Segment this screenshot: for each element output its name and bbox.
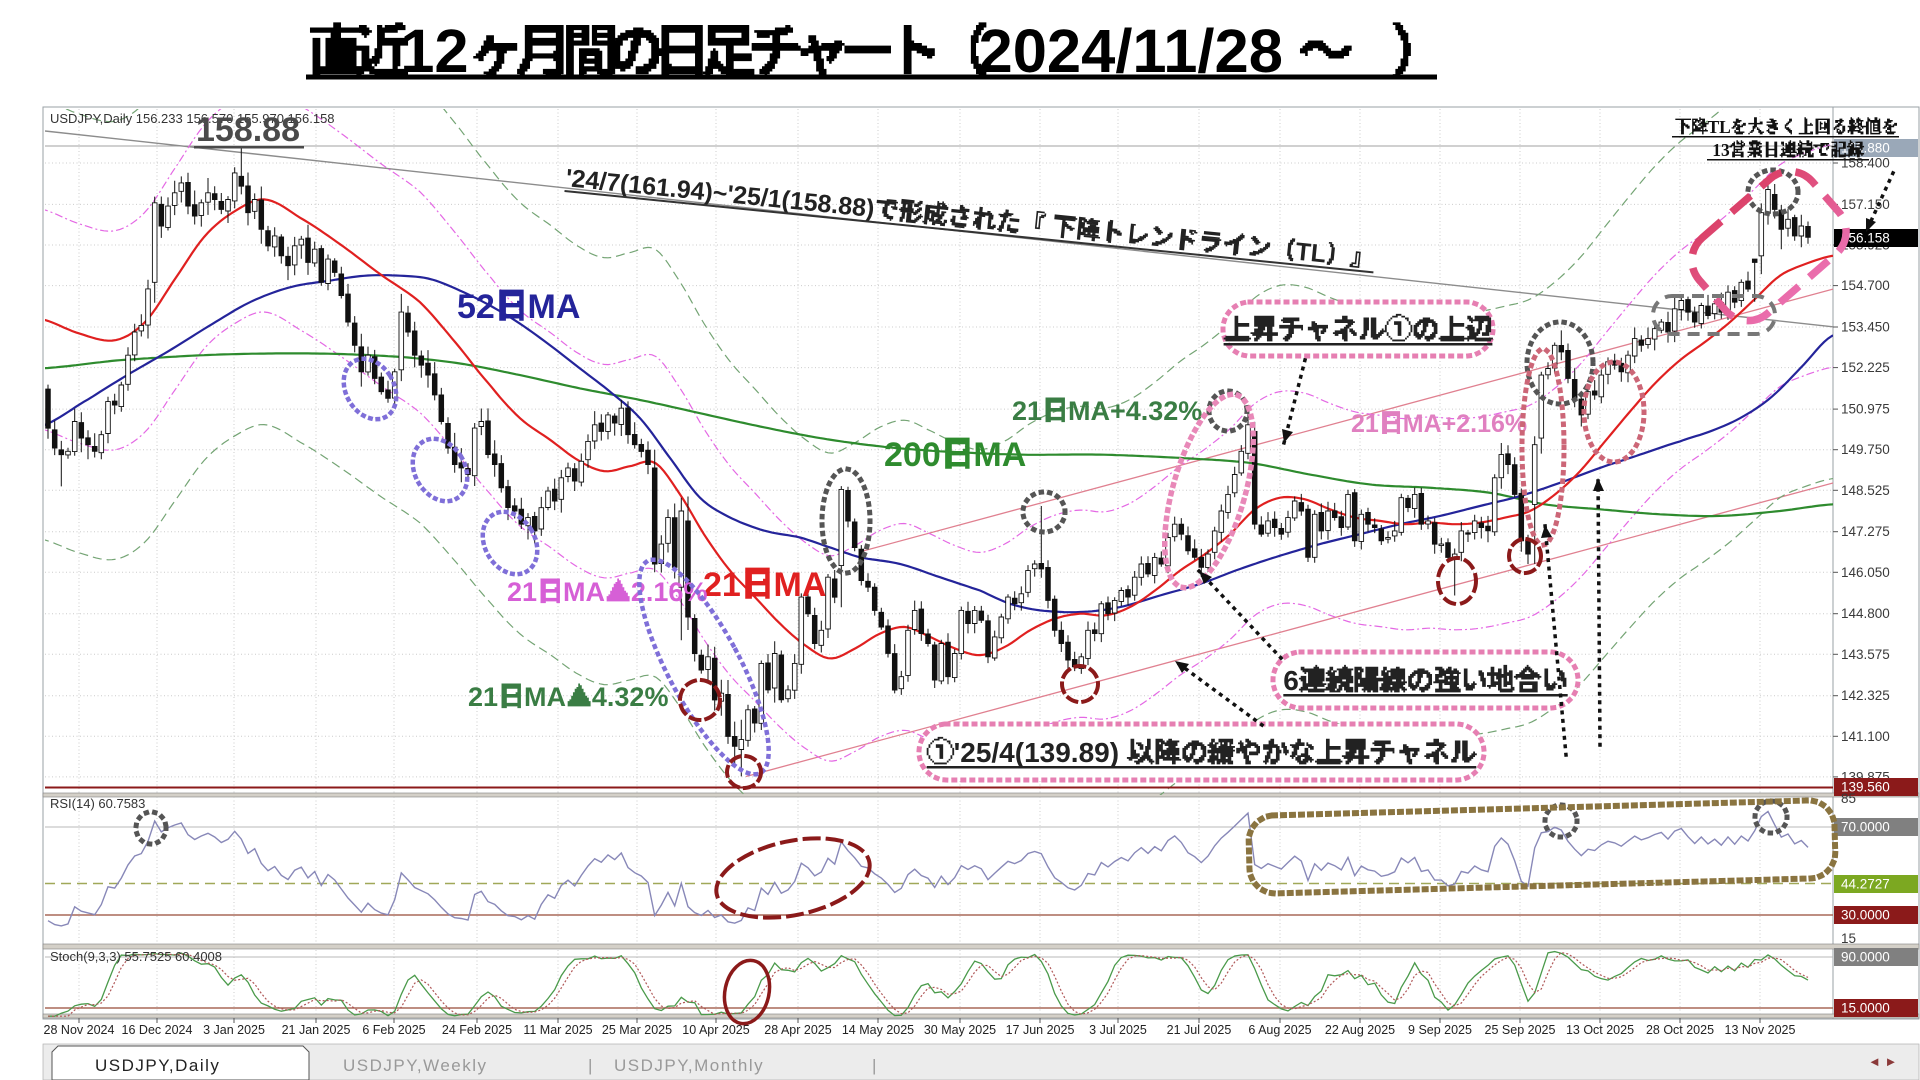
svg-text:200: 200 [884,436,941,474]
svg-text:149.750: 149.750 [1841,442,1890,457]
svg-text:52: 52 [457,288,495,326]
svg-text:17 Jun 2025: 17 Jun 2025 [1006,1023,1075,1037]
svg-text:22 Aug 2025: 22 Aug 2025 [1325,1023,1395,1037]
svg-text:146.050: 146.050 [1841,565,1890,580]
svg-text:154.700: 154.700 [1841,278,1890,293]
svg-text:Stoch(9,3,3) 55.7525 60.4008: Stoch(9,3,3) 55.7525 60.4008 [50,949,222,964]
svg-text:15.0000: 15.0000 [1841,1001,1890,1016]
svg-text:28 Nov 2024: 28 Nov 2024 [44,1023,115,1037]
svg-text:11 Mar 2025: 11 Mar 2025 [523,1023,592,1037]
svg-text:RSI(14) 60.7583: RSI(14) 60.7583 [50,796,145,811]
svg-text:21: 21 [1351,410,1379,438]
svg-text:158.88: 158.88 [196,111,300,149]
svg-text:158.400: 158.400 [1841,156,1890,171]
svg-text:21: 21 [1012,396,1042,426]
svg-text:85: 85 [1841,791,1856,806]
svg-text:TL: TL [1294,238,1327,269]
svg-text:MA+2.16%: MA+2.16% [1403,410,1527,438]
svg-text:25 Mar 2025: 25 Mar 2025 [602,1023,672,1037]
svg-text:6 Feb 2025: 6 Feb 2025 [362,1023,425,1037]
svg-text:MA: MA [973,436,1026,474]
svg-text:TL: TL [1708,117,1731,137]
svg-text:|: | [588,1056,592,1075]
svg-text:142.325: 142.325 [1841,688,1890,703]
svg-text:24 Feb 2025: 24 Feb 2025 [442,1023,512,1037]
svg-text:44.2727: 44.2727 [1841,877,1890,892]
svg-text:156.158: 156.158 [1841,231,1890,246]
svg-text:3 Jul 2025: 3 Jul 2025 [1089,1023,1147,1037]
svg-text:USDJPY,Daily 156.233 156.570: USDJPY,Daily 156.233 156.570 155.970 156… [50,111,335,126]
svg-text:21: 21 [703,566,741,604]
svg-text:10 Apr 2025: 10 Apr 2025 [682,1023,749,1037]
svg-text:30.0000: 30.0000 [1841,908,1890,923]
svg-text:MA: MA [563,577,605,607]
svg-text:USDJPY,Weekly: USDJPY,Weekly [343,1056,488,1075]
svg-text:14 May 2025: 14 May 2025 [842,1023,914,1037]
svg-text:150.975: 150.975 [1841,402,1890,417]
svg-text:MA: MA [528,288,581,326]
svg-text:70.0000: 70.0000 [1841,820,1890,835]
svg-text:158.880: 158.880 [1841,141,1890,156]
svg-text:152.225: 152.225 [1841,360,1890,375]
svg-text:147.275: 147.275 [1841,524,1890,539]
svg-text:6 Aug 2025: 6 Aug 2025 [1248,1023,1311,1037]
svg-text:15: 15 [1841,931,1856,946]
svg-text:148.525: 148.525 [1841,483,1890,498]
svg-text:21: 21 [468,682,498,712]
svg-text:13: 13 [1712,140,1730,160]
svg-text:21: 21 [507,577,537,607]
svg-text:MA: MA [524,682,566,712]
svg-text:MA: MA [774,566,827,604]
svg-text:6: 6 [1283,665,1299,696]
svg-text:|: | [872,1056,876,1075]
svg-text:141.100: 141.100 [1841,729,1890,744]
svg-text:28 Apr 2025: 28 Apr 2025 [764,1023,831,1037]
svg-text:25 Sep 2025: 25 Sep 2025 [1485,1023,1556,1037]
svg-text:16 Dec 2024: 16 Dec 2024 [122,1023,193,1037]
svg-text:13 Oct 2025: 13 Oct 2025 [1566,1023,1634,1037]
svg-text:143.575: 143.575 [1841,647,1890,662]
svg-text:21 Jan 2025: 21 Jan 2025 [282,1023,351,1037]
svg-text:'25/4(139.89): '25/4(139.89) [954,737,1119,768]
svg-text:30 May 2025: 30 May 2025 [924,1023,996,1037]
svg-text:MA+4.32%: MA+4.32% [1068,396,1202,426]
svg-text:4.32%: 4.32% [592,682,669,712]
svg-text:21 Jul 2025: 21 Jul 2025 [1167,1023,1232,1037]
svg-text:144.800: 144.800 [1841,606,1890,621]
svg-text:◄ ►: ◄ ► [1868,1054,1897,1069]
svg-text:28 Oct 2025: 28 Oct 2025 [1646,1023,1714,1037]
svg-text:90.0000: 90.0000 [1841,950,1890,965]
svg-text:153.450: 153.450 [1841,320,1890,335]
svg-text:USDJPY,Daily: USDJPY,Daily [95,1056,220,1075]
svg-text:USDJPY,Monthly: USDJPY,Monthly [614,1056,764,1075]
svg-text:3 Jan 2025: 3 Jan 2025 [203,1023,265,1037]
svg-text:139.560: 139.560 [1841,780,1890,795]
svg-text:157.150: 157.150 [1841,197,1890,212]
svg-text:9 Sep 2025: 9 Sep 2025 [1408,1023,1472,1037]
svg-text:13 Nov 2025: 13 Nov 2025 [1725,1023,1796,1037]
